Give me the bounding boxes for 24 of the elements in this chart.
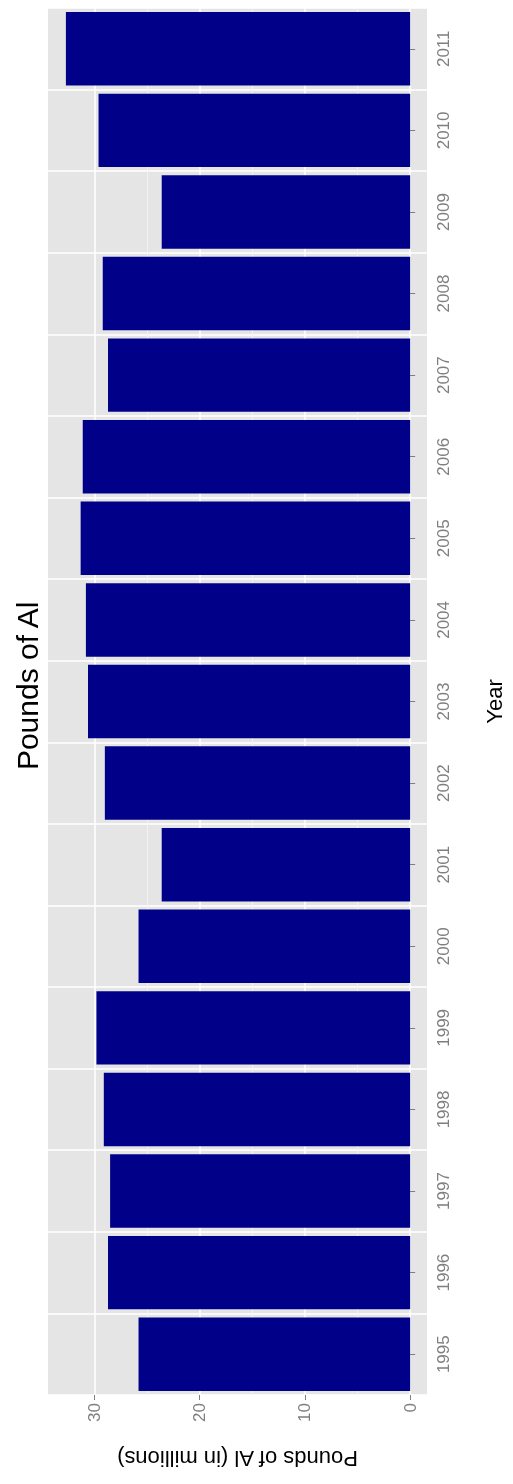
x-tick-label: 10 (295, 1403, 315, 1422)
y-tick-label: 2003 (434, 682, 453, 721)
y-tick-label: 1995 (434, 1335, 453, 1374)
y-tick-label: 1997 (434, 1172, 453, 1210)
y-tick-label: 2008 (434, 274, 453, 313)
y-tick-label: 1999 (434, 1008, 453, 1047)
x-tick-label: 0 (400, 1403, 420, 1413)
y-tick-label: 2011 (434, 30, 453, 68)
text: Pounds of Al (10, 601, 44, 771)
y-tick-label: 2002 (434, 764, 453, 802)
y-tick-label: 1996 (434, 1253, 453, 1292)
y-tick-label: 2007 (434, 356, 453, 395)
y-tick-label: 2006 (434, 437, 453, 476)
x-tick-label: 30 (84, 1403, 104, 1422)
y-axis-title: Year (481, 679, 507, 724)
y-tick-label: 2005 (434, 519, 453, 558)
y-tick-label: 2004 (434, 601, 453, 639)
y-tick-label: 1998 (434, 1090, 453, 1129)
y-tick-label: 2010 (434, 111, 453, 150)
y-tick-label: 2000 (434, 927, 453, 966)
x-axis-title: Pounds of Al (in millions) (117, 1445, 358, 1471)
y-tick-label: 2001 (434, 845, 453, 884)
x-tick-label: 20 (190, 1403, 210, 1422)
y-tick-label: 2009 (434, 193, 453, 231)
